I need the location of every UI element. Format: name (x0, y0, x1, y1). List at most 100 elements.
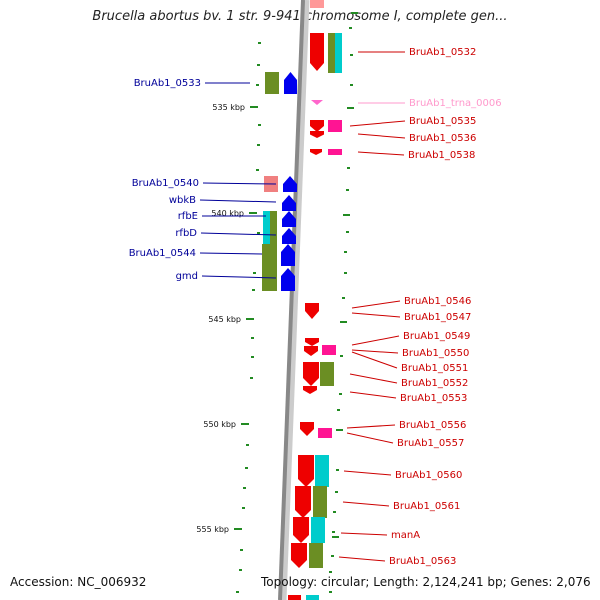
scale-dot (253, 272, 256, 274)
reverse-gene-arrow[interactable] (303, 386, 317, 394)
scale-dot (344, 251, 347, 253)
reverse-gene-arrow[interactable] (303, 362, 319, 386)
scale-dot (335, 491, 338, 493)
cog-box (311, 517, 325, 543)
label-leader-line (346, 432, 394, 444)
gene-label-BruAb1_0550[interactable]: BruAb1_0550 (402, 348, 469, 359)
gene-label-BruAb1_0533[interactable]: BruAb1_0533 (134, 78, 201, 89)
scale-dot (349, 27, 352, 29)
scale-dot (256, 84, 259, 86)
reverse-gene-arrow[interactable] (310, 33, 324, 71)
cog-box (263, 211, 270, 244)
scale-dot (246, 444, 249, 446)
gene-label-BruAb1_0547[interactable]: BruAb1_0547 (404, 312, 471, 323)
label-leader-line (202, 182, 277, 185)
gene-label-gmd[interactable]: gmd (176, 271, 198, 282)
scale-dot (240, 549, 243, 551)
scale-dot (333, 511, 336, 513)
gene-label-BruAb1_0560[interactable]: BruAb1_0560 (395, 470, 462, 481)
gene-label-BruAb1_0544[interactable]: BruAb1_0544 (129, 248, 196, 259)
forward-gene-arrow[interactable] (281, 244, 295, 266)
gene-label-BruAb1_trna_0006[interactable]: BruAb1_trna_0006 (409, 98, 502, 109)
gene-label-BruAb1_0563[interactable]: BruAb1_0563 (389, 556, 456, 567)
cog-box (288, 595, 301, 600)
scale-dot (350, 84, 353, 86)
gene-label-BruAb1_0538[interactable]: BruAb1_0538 (408, 150, 475, 161)
scale-dot (256, 169, 259, 171)
forward-gene-arrow[interactable] (281, 268, 295, 291)
reverse-gene-arrow[interactable] (305, 338, 319, 346)
gene-label-BruAb1_0552[interactable]: BruAb1_0552 (401, 378, 468, 389)
scale-dot (252, 289, 255, 291)
gene-label-BruAb1_0535[interactable]: BruAb1_0535 (409, 116, 476, 127)
gene-label-BruAb1_0532[interactable]: BruAb1_0532 (409, 47, 476, 58)
reverse-gene-arrow[interactable] (310, 149, 322, 155)
forward-gene-arrow[interactable] (282, 195, 296, 211)
chromosome-backbone (278, 0, 305, 600)
gene-label-BruAb1_0549[interactable]: BruAb1_0549 (403, 331, 470, 342)
reverse-gene-arrow[interactable] (293, 517, 309, 543)
cog-box (320, 362, 334, 386)
label-leader-line (346, 424, 396, 429)
scale-dot (257, 144, 260, 146)
scale-dot (239, 569, 242, 571)
label-leader-line (349, 391, 397, 399)
ruler-label: 535 kbp (212, 103, 245, 112)
label-leader-line (351, 300, 401, 309)
scale-dot (337, 409, 340, 411)
gene-label-BruAb1_0540[interactable]: BruAb1_0540 (132, 178, 199, 189)
ruler-label: 545 kbp (208, 315, 241, 324)
scale-dot (332, 531, 335, 533)
scale-dash (347, 107, 354, 109)
cog-box (313, 486, 327, 518)
gene-label-manA[interactable]: manA (391, 530, 420, 541)
reverse-gene-arrow[interactable] (291, 543, 307, 568)
scale-dot (336, 469, 339, 471)
gene-label-BruAb1_0536[interactable]: BruAb1_0536 (409, 133, 476, 144)
cog-box (328, 120, 342, 132)
forward-gene-arrow[interactable] (282, 211, 296, 227)
scale-dash (336, 429, 343, 431)
reverse-gene-arrow[interactable] (304, 346, 318, 356)
label-leader-line (200, 232, 277, 236)
forward-gene-arrow[interactable] (284, 72, 297, 94)
reverse-gene-arrow[interactable] (310, 120, 324, 132)
scale-dash (343, 214, 350, 216)
scale-dot (242, 507, 245, 509)
feature-track (262, 0, 342, 600)
reverse-gene-arrow[interactable] (310, 131, 324, 138)
scale-dot (346, 189, 349, 191)
forward-gene-arrow[interactable] (282, 228, 296, 244)
gene-label-wbkB[interactable]: wbkB (169, 195, 196, 206)
gene-label-BruAb1_0553[interactable]: BruAb1_0553 (400, 393, 467, 404)
scale-dot (342, 297, 345, 299)
gene-label-BruAb1_0557[interactable]: BruAb1_0557 (397, 438, 464, 449)
label-leader-line (357, 151, 405, 156)
trna-glyph[interactable] (311, 100, 323, 105)
reverse-gene-arrow[interactable] (295, 486, 311, 518)
gene-label-BruAb1_0551[interactable]: BruAb1_0551 (401, 363, 468, 374)
gene-label-BruAb1_0556[interactable]: BruAb1_0556 (399, 420, 466, 431)
left-gene-labels: BruAb1_0533 BruAb1_0540 wbkB rfbE rfbD BruAb1… (129, 78, 277, 282)
scale-dot (236, 591, 239, 593)
forward-gene-arrow[interactable] (283, 176, 297, 192)
reverse-gene-arrow[interactable] (300, 422, 314, 436)
ruler-tick (249, 212, 257, 214)
gene-label-BruAb1_0546[interactable]: BruAb1_0546 (404, 296, 471, 307)
kbp-ruler: 535 kbp 540 kbp 545 kbp 550 kbp 555 kbp (196, 103, 258, 534)
ruler-tick (234, 528, 242, 530)
tick-marks (236, 12, 358, 593)
reverse-gene-arrow[interactable] (305, 303, 319, 319)
accession-text: Accession: NC_006932 (10, 575, 147, 589)
map-title: Brucella abortus bv. 1 str. 9-941 chromo… (92, 9, 508, 24)
ruler-tick (241, 423, 249, 425)
gene-label-BruAb1_0561[interactable]: BruAb1_0561 (393, 501, 460, 512)
label-leader-line (343, 470, 392, 476)
reverse-gene-arrow[interactable] (298, 455, 314, 487)
scale-dot (257, 232, 260, 234)
gene-label-rfbE[interactable]: rfbE (178, 211, 198, 222)
gene-label-rfbD[interactable]: rfbD (175, 228, 197, 239)
cog-box (315, 455, 329, 487)
cog-box (322, 345, 336, 355)
